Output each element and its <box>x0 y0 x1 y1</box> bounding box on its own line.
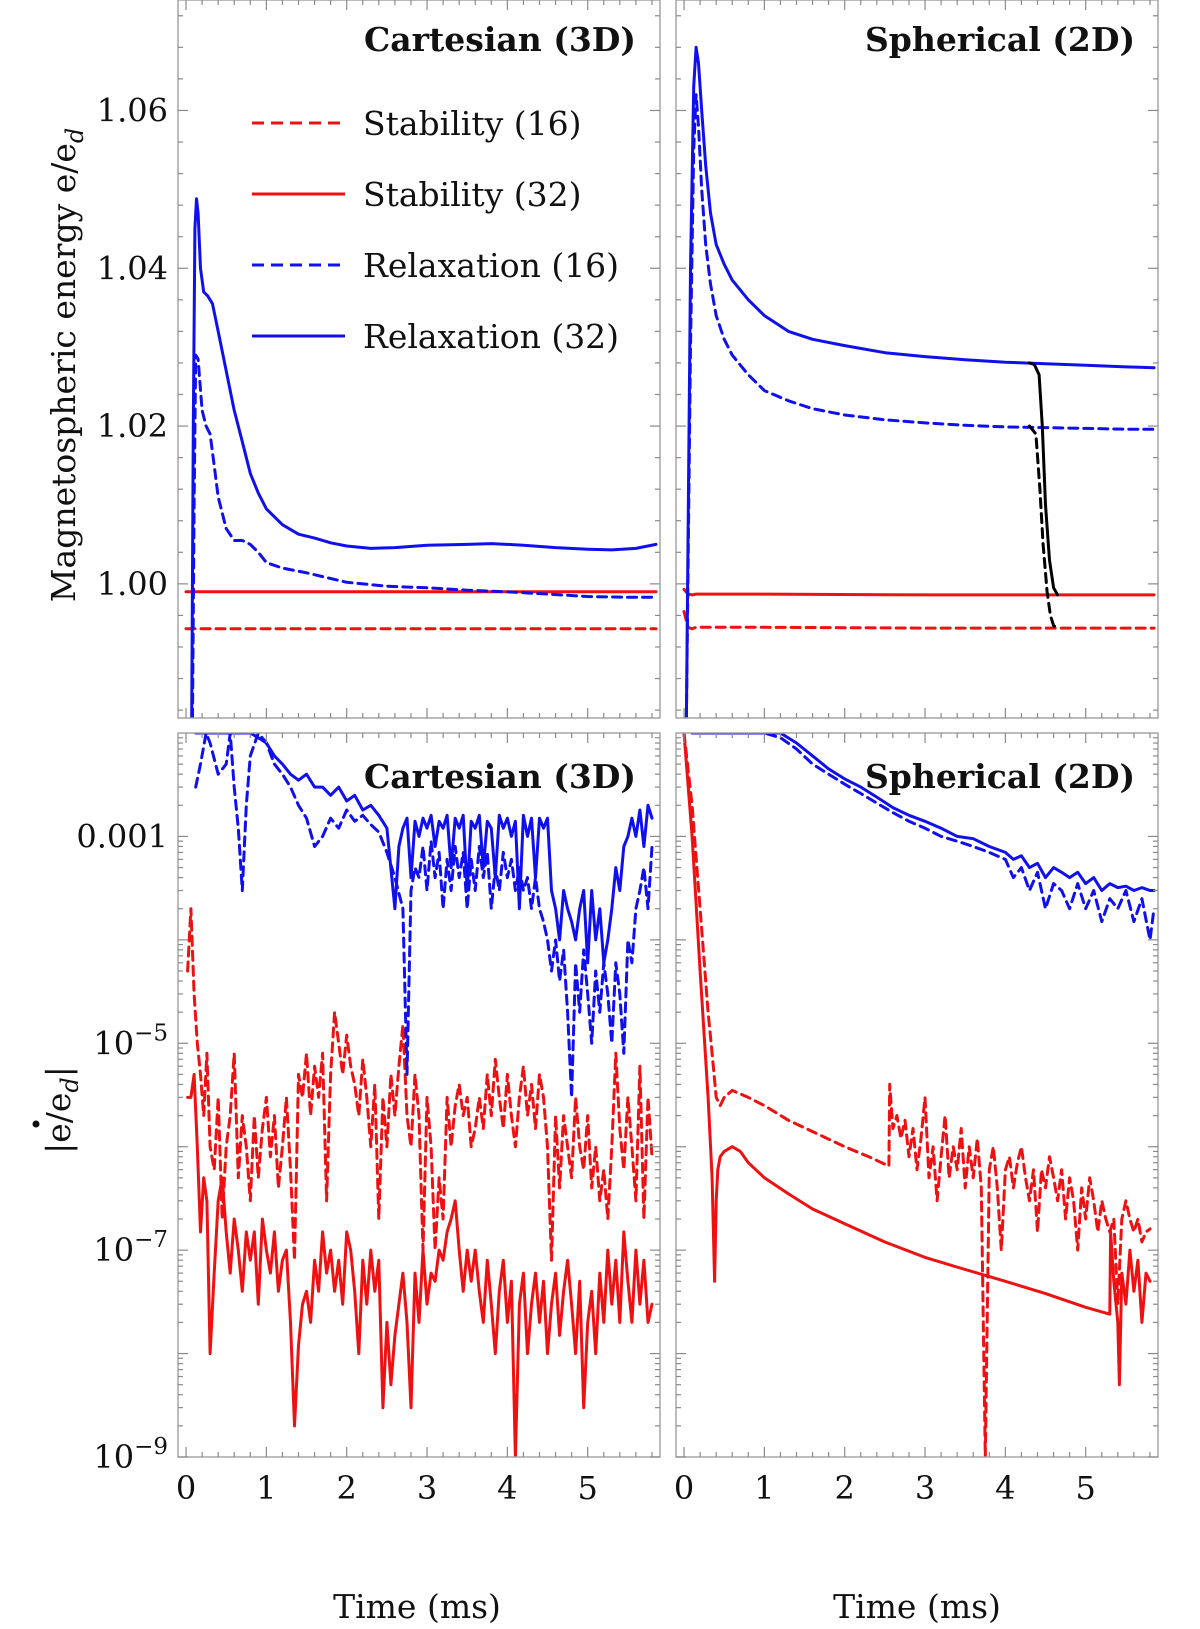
x-tick-label: 1 <box>754 1469 774 1507</box>
panel-spherical-rate: 0 1 2 3 4 5 Spherical (2D) <box>674 732 1159 1507</box>
series-line-relaxation-16 <box>191 353 658 718</box>
y-axis-label-bottom: |e/ed| <box>32 1066 84 1154</box>
series-line-relaxation-32 <box>194 733 654 965</box>
x-tick-label: 3 <box>417 1469 437 1507</box>
panel-title: Cartesian (3D) <box>364 20 636 59</box>
series-line-stability-32 <box>682 733 1152 1387</box>
y-tick-label: 0.001 <box>76 817 168 855</box>
series-line-relaxation-16 <box>690 733 1156 942</box>
series-line-stability-16 <box>682 610 1156 631</box>
x-tick-label: 4 <box>995 1469 1015 1507</box>
y-axis-label-top: Magnetospheric energy e/ed <box>44 128 89 603</box>
series-group <box>682 45 1156 718</box>
series-line-relaxation-32 <box>690 733 1156 892</box>
y-tick-label: 1.02 <box>97 407 168 445</box>
x-tick-label: 0 <box>674 1469 694 1507</box>
legend-label: Stability (16) <box>363 104 581 143</box>
x-tick-label: 2 <box>337 1469 357 1507</box>
series-line-relaxation-16 <box>684 93 1156 718</box>
x-axis-label-right: Time (ms) <box>833 1587 1001 1626</box>
series-group <box>184 197 658 718</box>
x-tick-label: 5 <box>1076 1469 1096 1507</box>
x-axis-label-left: Time (ms) <box>333 1587 501 1626</box>
series-line-relaxation-32 <box>684 45 1156 718</box>
y-tick-label: 1.06 <box>97 91 168 129</box>
series-line-stability-32 <box>186 1072 654 1457</box>
legend: Stability (16) Stability (32) Relaxation (… <box>252 104 619 356</box>
y-tick-label: 10−5 <box>93 1020 168 1062</box>
plot-frame <box>177 732 661 1458</box>
x-tick-label: 1 <box>256 1469 276 1507</box>
series-line-transition-4 <box>1028 361 1060 597</box>
legend-label: Stability (32) <box>363 175 581 214</box>
y-tick-label: 10−7 <box>93 1227 168 1269</box>
x-tick-label: 4 <box>497 1469 517 1507</box>
x-tick-label: 3 <box>915 1469 935 1507</box>
legend-label: Relaxation (16) <box>363 246 619 285</box>
x-tick-label: 0 <box>176 1469 196 1507</box>
dot-accent <box>32 1120 40 1128</box>
panel-spherical-energy: Spherical (2D) <box>675 0 1159 719</box>
panel-title: Spherical (2D) <box>865 757 1135 796</box>
panel-cartesian-energy: 1.00 1.02 1.04 1.06 Cartesian (3D) <box>97 0 661 719</box>
series-line-stability-16 <box>682 733 1152 1457</box>
plot-frame <box>177 0 661 719</box>
plot-frame <box>675 732 1159 1458</box>
series-line-transition-5 <box>1028 424 1060 630</box>
series-line-relaxation-32 <box>190 197 658 718</box>
x-tick-label: 5 <box>578 1469 598 1507</box>
series-group <box>186 733 654 1457</box>
panel-title: Cartesian (3D) <box>364 757 636 796</box>
series-line-stability-32 <box>682 587 1156 597</box>
legend-label: Relaxation (32) <box>363 317 619 356</box>
y-tick-label: 10−9 <box>93 1434 168 1476</box>
series-group <box>682 733 1156 1457</box>
y-tick-label: 1.00 <box>97 565 168 603</box>
series-line-stability-16 <box>186 907 654 1262</box>
svg-text:|e/ed|: |e/ed| <box>39 1066 84 1154</box>
series-line-relaxation-16 <box>194 733 654 1099</box>
panel-cartesian-rate: 0 1 2 3 4 5 10−9 10−7 10−5 0.001 Cartesian (3D) <box>76 732 661 1507</box>
x-tick-label: 2 <box>835 1469 855 1507</box>
plot-frame <box>675 0 1159 719</box>
y-tick-label: 1.04 <box>97 249 168 287</box>
panel-title: Spherical (2D) <box>865 20 1135 59</box>
